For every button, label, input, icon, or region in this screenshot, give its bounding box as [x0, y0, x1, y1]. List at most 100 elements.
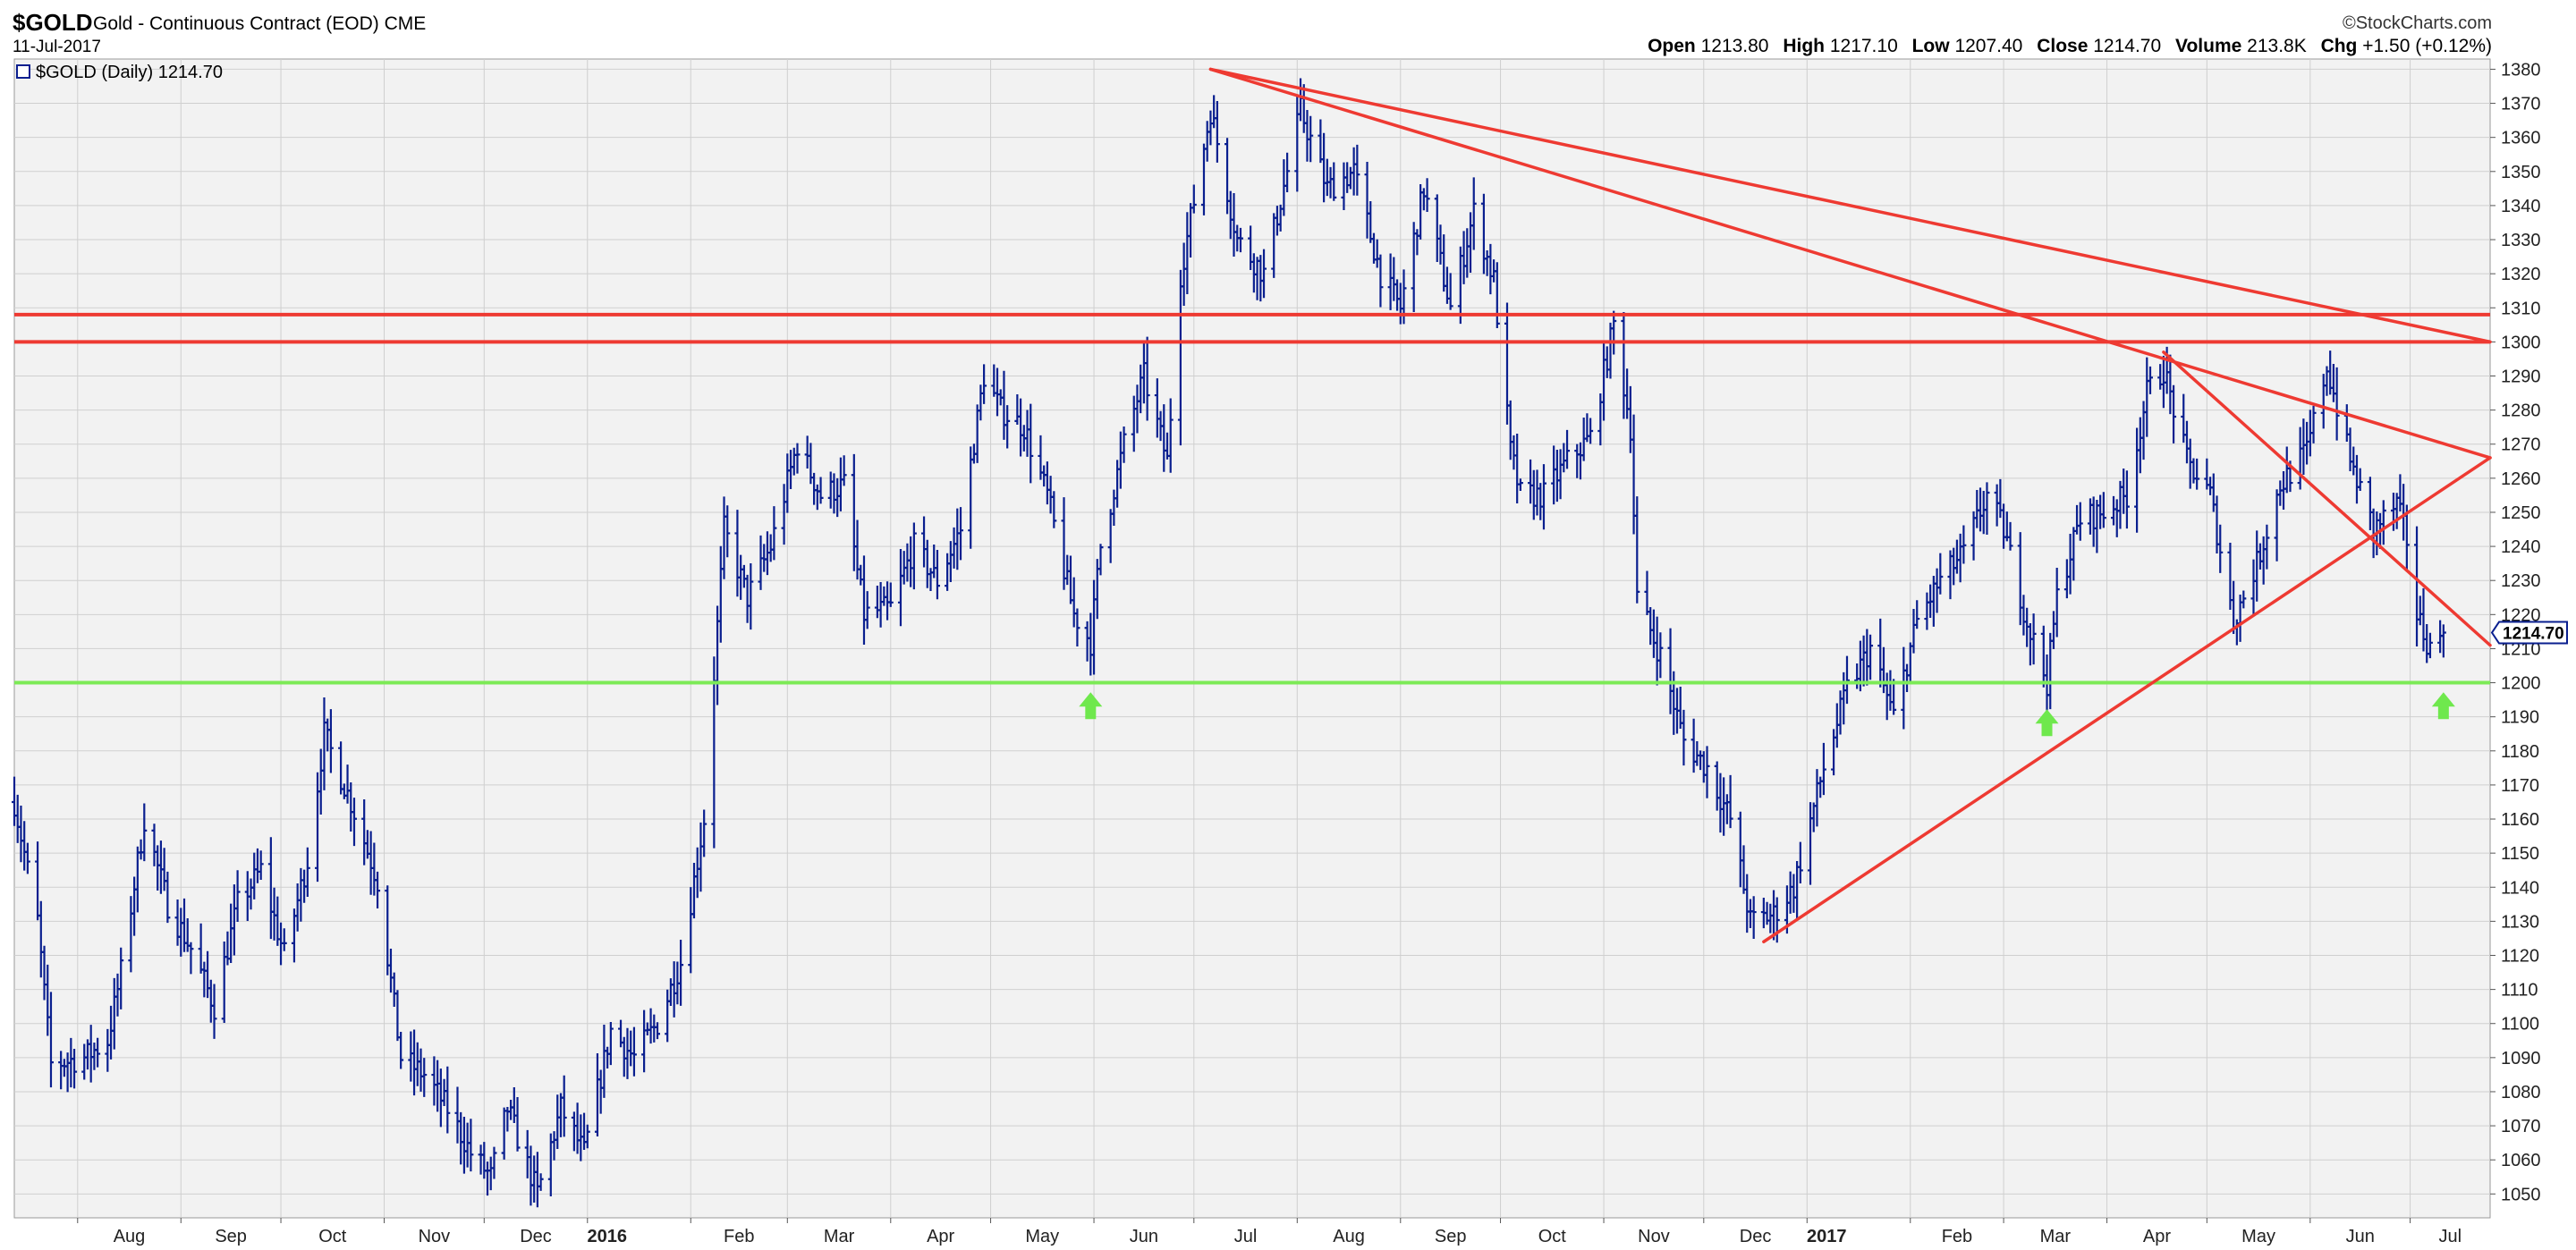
price-bar	[1681, 709, 1687, 766]
price-bar	[47, 992, 54, 1088]
price-bar	[2123, 470, 2130, 529]
price-bar	[1167, 398, 1174, 473]
price-bar	[2217, 524, 2224, 573]
price-bar	[2241, 590, 2247, 609]
price-bar	[258, 850, 264, 881]
price-bar	[1424, 178, 1430, 213]
price-bar	[1961, 525, 1967, 564]
price-bar	[631, 1026, 637, 1077]
price-bar	[2194, 458, 2200, 490]
price-bar	[1237, 227, 1243, 253]
last-price-label: 1214.70	[2503, 625, 2564, 644]
price-bar	[1588, 418, 1594, 444]
x-tick-label: May	[2241, 1227, 2275, 1246]
y-tick-label: 1360	[2501, 129, 2541, 148]
y-tick-label: 1230	[2501, 571, 2541, 591]
price-bar	[841, 455, 847, 486]
trendline	[1208, 67, 2492, 460]
price-bar	[1331, 162, 1337, 201]
price-bar	[2100, 492, 2106, 528]
price-bar	[1868, 634, 1874, 680]
price-bar	[1657, 632, 1664, 679]
x-tick-label: Dec	[520, 1227, 552, 1246]
y-tick-label: 1370	[2501, 95, 2541, 114]
price-bar	[1797, 841, 1803, 884]
price-bar	[2310, 405, 2317, 443]
x-tick-label: Mar	[2040, 1227, 2072, 1246]
chart-date: 11-Jul-2017	[13, 38, 101, 56]
y-tick-label: 1160	[2501, 810, 2539, 830]
x-tick-label: Sep	[215, 1227, 247, 1246]
y-tick-label: 1200	[2501, 674, 2541, 694]
y-tick-label: 1070	[2501, 1117, 2541, 1136]
chg-label: Chg	[2320, 36, 2358, 56]
low-value: 1207.40	[1954, 36, 2023, 56]
x-tick-label: 2016	[588, 1227, 628, 1246]
chart-header: $GOLD Gold - Continuous Contract (EOD) C…	[0, 0, 2576, 57]
price-bar	[1634, 496, 1640, 604]
price-bar	[514, 1097, 521, 1152]
up-arrow-icon	[1079, 692, 1103, 720]
price-bar	[2380, 500, 2386, 545]
price-bar	[351, 798, 357, 847]
y-tick-label: 1310	[2501, 299, 2541, 318]
price-bar	[234, 870, 241, 922]
price-bar	[445, 1066, 451, 1134]
price-bar	[1051, 491, 1057, 528]
price-bar	[1914, 600, 1920, 629]
legend-label: $GOLD (Daily) 1214.70	[36, 63, 223, 82]
chg-value: +1.50 (+0.12%)	[2362, 36, 2492, 56]
price-bar	[1564, 429, 1571, 469]
price-bar	[491, 1146, 497, 1179]
y-tick-label: 1150	[2501, 844, 2539, 864]
price-bar	[188, 942, 194, 975]
price-bar	[375, 871, 381, 909]
instrument-title: Gold - Continuous Contract (EOD)	[93, 13, 379, 34]
price-bar	[748, 563, 754, 630]
legend-swatch-icon	[16, 64, 30, 79]
y-tick-label: 1050	[2501, 1185, 2541, 1204]
close-label: Close	[2037, 36, 2089, 56]
price-bar	[1447, 273, 1453, 310]
price-bar	[1517, 478, 1523, 491]
up-arrow-icon	[2035, 709, 2059, 737]
price-bar	[72, 1049, 78, 1089]
x-tick-label: Jun	[2346, 1227, 2375, 1246]
y-tick-label: 1270	[2501, 435, 2541, 455]
y-tick-label: 1260	[2501, 469, 2541, 489]
symbol: $GOLD	[13, 9, 93, 36]
price-bar	[1727, 774, 1733, 829]
price-bar	[1891, 679, 1897, 715]
y-tick-label: 1380	[2501, 60, 2541, 80]
y-tick-label: 1080	[2501, 1083, 2541, 1102]
price-bar	[934, 549, 940, 600]
volume-label: Volume	[2175, 36, 2242, 56]
instrument-name: Gold - Continuous Contract (EOD) CME	[93, 13, 426, 35]
price-bar	[165, 871, 171, 924]
price-bar	[2077, 502, 2083, 541]
x-tick-label: Apr	[2143, 1227, 2171, 1246]
low-label: Low	[1911, 36, 1950, 56]
x-tick-label: Oct	[318, 1227, 347, 1246]
y-tick-label: 1320	[2501, 265, 2541, 284]
price-bar	[2334, 367, 2340, 441]
price-bar	[1028, 403, 1034, 484]
x-tick-label: Dec	[1740, 1227, 1772, 1246]
y-tick-label: 1330	[2501, 231, 2541, 250]
price-bar	[2030, 613, 2037, 665]
price-bar	[981, 364, 987, 404]
y-tick-label: 1280	[2501, 401, 2541, 421]
y-tick-label: 1170	[2501, 776, 2539, 796]
price-bar	[1097, 544, 1104, 576]
price-bar	[887, 582, 894, 607]
y-tick-label: 1180	[2501, 742, 2539, 762]
price-bar	[538, 1173, 544, 1191]
price-bar	[794, 443, 801, 474]
price-bar	[607, 1021, 614, 1066]
price-bar	[1984, 482, 1990, 536]
price-bar	[584, 1124, 590, 1149]
price-bar	[1774, 897, 1780, 943]
price-bar	[1820, 742, 1826, 796]
price-bar	[95, 1037, 101, 1068]
